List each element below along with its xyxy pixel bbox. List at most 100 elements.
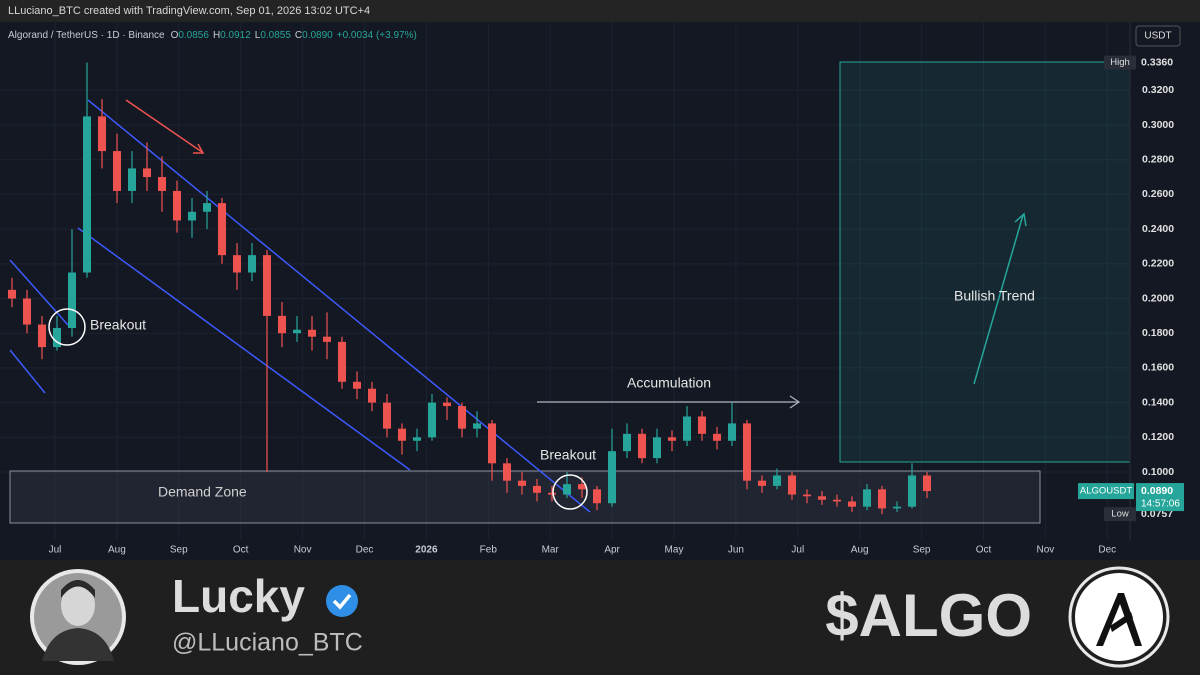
y-tick-label: 0.1600	[1142, 362, 1174, 374]
verified-check	[332, 593, 352, 610]
channel-line	[87, 99, 591, 513]
high-label-box	[1104, 55, 1136, 70]
candle-body	[248, 255, 256, 273]
footer	[0, 560, 1200, 675]
change: +0.0034 (+3.97%)	[337, 30, 417, 41]
arrow-head	[1014, 212, 1027, 227]
candle-body	[833, 499, 841, 502]
last-price: 0.0890	[1141, 485, 1173, 497]
top-bar	[0, 0, 1200, 22]
candle-body	[848, 501, 856, 507]
candle-body	[128, 168, 136, 191]
annotation: Bullish Trend	[954, 288, 1035, 304]
x-tick-label: Oct	[976, 545, 992, 556]
candle-body	[68, 272, 76, 329]
x-tick-label: Nov	[1037, 545, 1055, 556]
candle-body	[638, 433, 646, 459]
channel-line	[9, 259, 69, 326]
candle-body	[368, 388, 376, 403]
candle-body	[23, 298, 31, 325]
low-label: Low	[1111, 509, 1129, 520]
candle-body	[473, 423, 481, 429]
candle-body	[323, 336, 331, 342]
candles	[8, 62, 931, 515]
ticker: $ALGO	[825, 582, 1032, 649]
y-tick-label: 0.2800	[1142, 154, 1174, 166]
y-tick-label: 0.2400	[1142, 223, 1174, 235]
currency: USDT	[1144, 31, 1171, 42]
breakout-circle	[552, 474, 588, 510]
candle-body	[263, 255, 271, 316]
x-tick-label: Mar	[542, 545, 560, 556]
candle-body	[458, 406, 466, 429]
avatar-face	[61, 584, 95, 626]
candle-body	[113, 151, 121, 191]
high-price-box	[1136, 54, 1184, 71]
ohlc: O0.0856 H0.0912 L0.0855 C0.0890 +0.0034 (+3.…	[171, 30, 417, 41]
x-tick-label: May	[665, 545, 684, 556]
symbol: Algorand / TetherUS · 1D · Binance O0.085…	[8, 30, 417, 41]
y-tick-label: 0.1000	[1142, 466, 1174, 478]
ohlc-value: 0.0855	[260, 30, 291, 41]
x-tick-label: Jul	[791, 545, 804, 556]
high-price: 0.3360	[1141, 56, 1173, 68]
y-tick-label: 0.2000	[1142, 292, 1174, 304]
candle-body	[278, 315, 286, 334]
ohlc-value: 0.0890	[302, 30, 333, 41]
profile-name: Lucky	[172, 570, 305, 622]
algo-logo	[1075, 573, 1163, 661]
y-tick-label: 0.1400	[1142, 396, 1174, 408]
candle-body	[293, 329, 301, 334]
symbol-name: Algorand / TetherUS · 1D · Binance	[8, 30, 165, 41]
candle-body	[923, 475, 931, 492]
candle-body	[443, 402, 451, 407]
target-box	[839, 61, 1131, 463]
last-label-box	[1078, 483, 1134, 500]
arrow	[125, 99, 203, 153]
candle-body	[788, 475, 796, 495]
y-tick-label: 0.2200	[1142, 258, 1174, 270]
candle-body	[773, 475, 781, 486]
ohlc-value: 0.0912	[220, 30, 251, 41]
channel-line	[9, 349, 46, 394]
countdown: 14:57:06	[1141, 499, 1180, 510]
candle-body	[173, 190, 181, 221]
credit: LLuciano_BTC created with TradingView.co…	[8, 5, 370, 17]
x-tick-label: Sep	[913, 545, 931, 556]
candle-body	[548, 492, 556, 495]
candle-body	[503, 463, 511, 481]
x-tick-label: Jun	[728, 545, 744, 556]
algo-logo-glyph	[1096, 593, 1142, 646]
x-tick-label: 2026	[415, 545, 438, 556]
high-label: High	[1110, 57, 1130, 68]
candle-body	[908, 475, 916, 507]
x-tick-label: Jul	[49, 545, 62, 556]
candle-body	[803, 494, 811, 497]
x-tick-label: Oct	[233, 545, 249, 556]
candle-body	[743, 423, 751, 481]
candle-body	[863, 489, 871, 507]
channel-line	[77, 227, 411, 471]
candle-body	[383, 402, 391, 429]
annotation: Demand Zone	[158, 484, 247, 500]
candle-body	[518, 480, 526, 486]
ohlc-value: 0.0856	[178, 30, 209, 41]
annotation: Breakout	[540, 447, 596, 463]
candle-body	[683, 416, 691, 441]
avatar-hair	[61, 580, 95, 598]
candle-body	[713, 433, 721, 441]
last-price-box	[1136, 483, 1184, 512]
candle-body	[158, 177, 166, 191]
candle-body	[338, 341, 346, 382]
x-tick-label: Aug	[851, 545, 869, 556]
candle-body	[218, 203, 226, 256]
currency-box	[1135, 25, 1181, 47]
candle-body	[413, 437, 421, 441]
candle-body	[83, 116, 91, 273]
candle-body	[758, 480, 766, 486]
chart-background	[0, 22, 1200, 560]
y-tick-label: 0.1800	[1142, 327, 1174, 339]
candle-body	[143, 168, 151, 178]
